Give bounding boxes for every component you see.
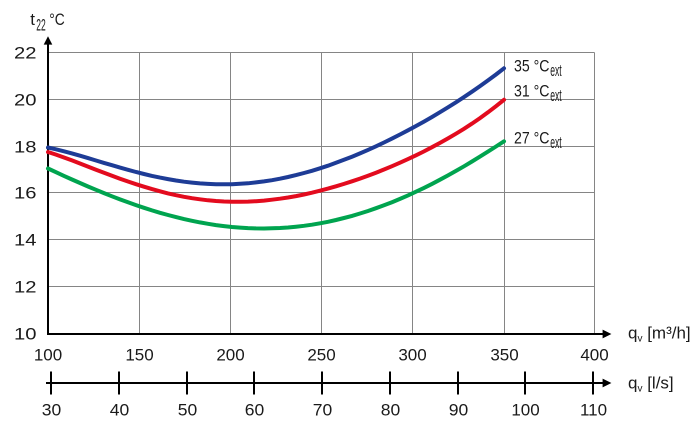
svg-text:70: 70 xyxy=(313,401,333,420)
svg-text:100: 100 xyxy=(34,346,62,365)
svg-text:16: 16 xyxy=(14,184,37,203)
svg-text:100: 100 xyxy=(511,401,539,420)
svg-text:t: t xyxy=(30,10,35,29)
svg-text:qv [l/s]: qv [l/s] xyxy=(628,373,674,394)
svg-text:ext: ext xyxy=(550,86,562,105)
svg-text:°C: °C xyxy=(49,10,64,29)
svg-text:30: 30 xyxy=(42,401,62,420)
svg-text:110: 110 xyxy=(580,401,607,420)
svg-text:22: 22 xyxy=(36,15,46,34)
svg-text:12: 12 xyxy=(14,278,37,297)
svg-text:20: 20 xyxy=(14,91,37,110)
svg-text:200: 200 xyxy=(216,346,244,365)
svg-text:ext: ext xyxy=(550,133,562,152)
svg-text:ext: ext xyxy=(550,61,562,80)
svg-text:35 °C: 35 °C xyxy=(514,56,550,75)
svg-text:400: 400 xyxy=(580,346,608,365)
svg-text:10: 10 xyxy=(14,325,37,344)
svg-text:90: 90 xyxy=(449,401,469,420)
svg-text:80: 80 xyxy=(381,401,401,420)
svg-text:300: 300 xyxy=(398,346,426,365)
svg-text:14: 14 xyxy=(14,231,37,250)
svg-text:60: 60 xyxy=(245,401,265,420)
svg-text:50: 50 xyxy=(178,401,198,420)
svg-text:18: 18 xyxy=(14,138,37,157)
svg-text:27 °C: 27 °C xyxy=(514,129,550,148)
svg-text:150: 150 xyxy=(125,346,153,365)
svg-text:350: 350 xyxy=(490,346,518,365)
svg-text:40: 40 xyxy=(110,401,130,420)
svg-text:250: 250 xyxy=(307,346,335,365)
svg-text:22: 22 xyxy=(14,44,37,63)
svg-text:31 °C: 31 °C xyxy=(514,81,550,100)
svg-text:qv [m³/h]: qv [m³/h] xyxy=(628,324,691,345)
